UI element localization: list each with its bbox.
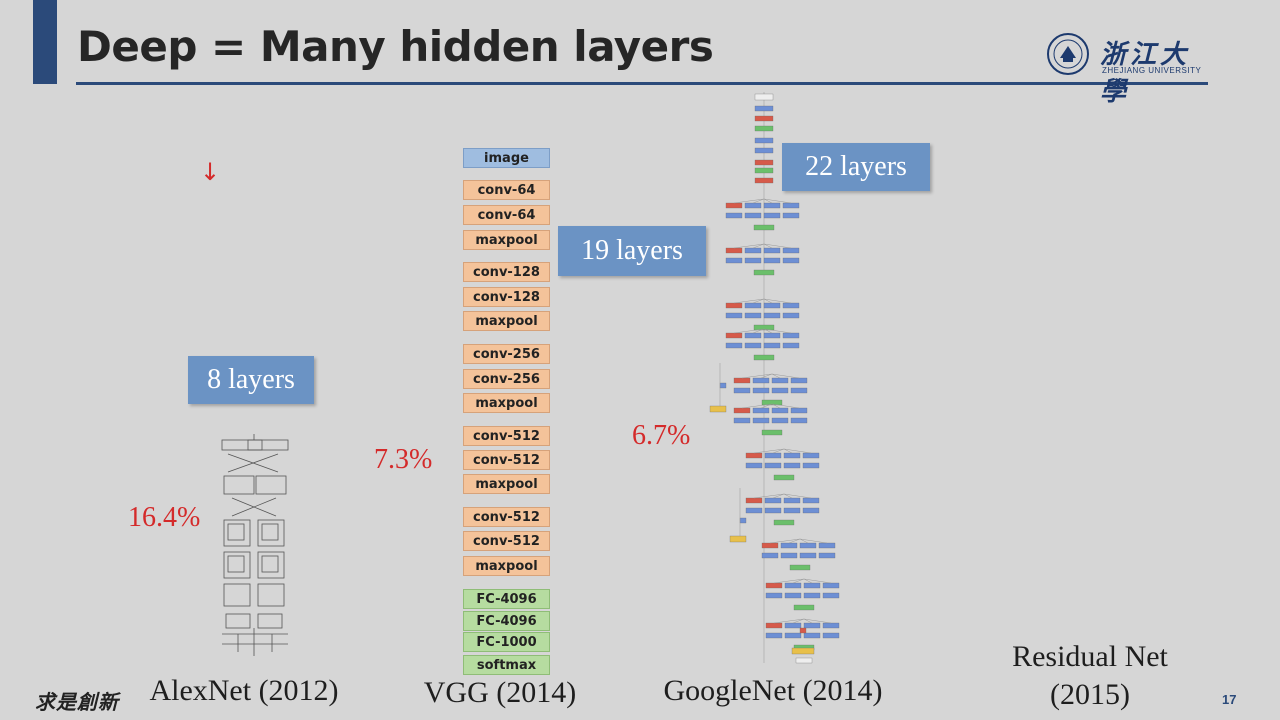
googlenet-layers-callout: 22 layers: [782, 143, 930, 191]
vgg-block-conv: conv-64: [463, 180, 550, 200]
vgg-block-pool: maxpool: [463, 311, 550, 331]
university-seal-icon: [1047, 33, 1089, 75]
vgg-block-pool: maxpool: [463, 556, 550, 576]
vgg-block-pool: maxpool: [463, 393, 550, 413]
alexnet-layers-callout: 8 layers: [188, 356, 314, 404]
alexnet-error-rate: 16.4%: [128, 502, 201, 533]
vgg-block-conv: conv-256: [463, 369, 550, 389]
vgg-block-conv: conv-256: [463, 344, 550, 364]
vgg-block-image: image: [463, 148, 550, 168]
university-logo: 浙江大學 ZHEJIANG UNIVERSITY: [1046, 32, 1216, 107]
brand-calligraphy-mark: 求是創新: [35, 690, 119, 714]
vgg-error-rate: 7.3%: [374, 444, 433, 475]
vgg-block-conv: conv-512: [463, 507, 550, 527]
vgg-block-conv: conv-128: [463, 262, 550, 282]
vgg-block-fc: softmax: [463, 655, 550, 675]
logo-chinese-name: 浙江大學: [1100, 40, 1191, 107]
vgg-block-conv: conv-128: [463, 287, 550, 307]
vgg-block-conv: conv-512: [463, 531, 550, 551]
vgg-block-conv: conv-512: [463, 450, 550, 470]
vgg-block-pool: maxpool: [463, 474, 550, 494]
vgg-block-fc: FC-4096: [463, 611, 550, 631]
red-down-arrow-icon: ↓: [200, 158, 221, 186]
resnet-caption-line2: (2015): [1050, 678, 1130, 711]
title-accent-bar: [33, 0, 57, 84]
googlenet-error-rate: 6.7%: [632, 420, 691, 451]
resnet-caption-line1: Residual Net: [1012, 640, 1168, 673]
title-underline: [76, 82, 1208, 85]
logo-english-name: ZHEJIANG UNIVERSITY: [1102, 66, 1202, 75]
googlenet-caption: GoogleNet (2014): [663, 674, 883, 707]
googlenet-architecture-diagram: [709, 92, 840, 664]
vgg-caption: VGG (2014): [423, 676, 577, 709]
vgg-layers-callout: 19 layers: [558, 226, 706, 276]
vgg-block-fc: FC-1000: [463, 632, 550, 652]
alexnet-architecture-diagram: [221, 434, 289, 656]
page-number: 17: [1222, 692, 1237, 707]
vgg-block-conv: conv-64: [463, 205, 550, 225]
vgg-block-pool: maxpool: [463, 230, 550, 250]
slide-title: Deep = Many hidden layers: [77, 22, 714, 71]
vgg-block-fc: FC-4096: [463, 589, 550, 609]
vgg-block-conv: conv-512: [463, 426, 550, 446]
alexnet-caption: AlexNet (2012): [149, 674, 339, 707]
